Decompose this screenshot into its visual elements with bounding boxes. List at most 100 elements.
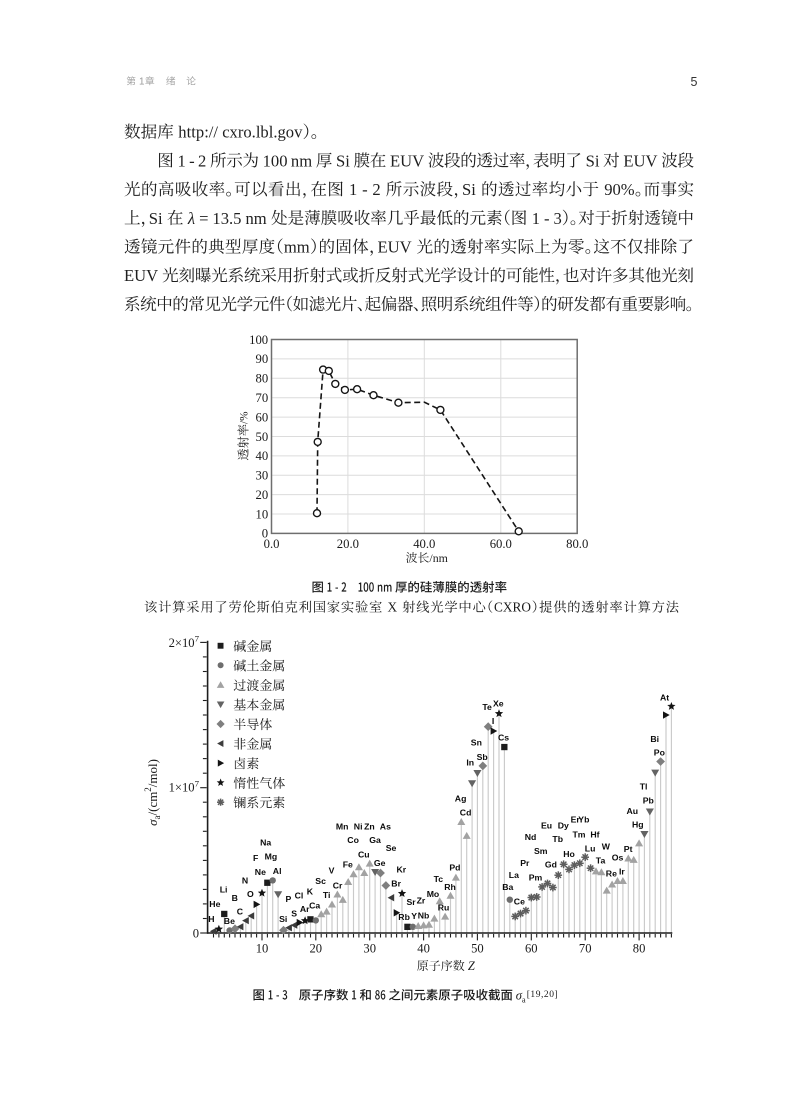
- svg-text:Co: Co: [347, 835, 359, 845]
- svg-text:O: O: [247, 889, 254, 899]
- svg-text:I: I: [492, 716, 494, 726]
- svg-text:Ne: Ne: [255, 867, 266, 877]
- svg-text:H: H: [208, 914, 214, 924]
- svg-text:Tl: Tl: [640, 782, 648, 792]
- svg-text:Ru: Ru: [438, 902, 450, 912]
- svg-text:100: 100: [263, 151, 288, 170]
- svg-text:Cu: Cu: [358, 850, 370, 860]
- svg-text:Po: Po: [654, 748, 665, 758]
- svg-text:Nd: Nd: [525, 832, 537, 842]
- svg-text:7: 7: [195, 778, 200, 788]
- svg-text:a: a: [522, 994, 526, 1004]
- svg-text:Ge: Ge: [374, 858, 386, 868]
- svg-text:Ba: Ba: [502, 882, 513, 892]
- svg-text:nm: nm: [291, 151, 312, 170]
- svg-text:Tm: Tm: [573, 829, 586, 839]
- svg-text:-: -: [544, 209, 550, 228]
- svg-text:Na: Na: [260, 837, 271, 847]
- svg-text:Dy: Dy: [558, 821, 569, 831]
- svg-text:Cs: Cs: [498, 732, 509, 742]
- svg-text://: //: [209, 123, 219, 142]
- svg-text:Ni: Ni: [354, 822, 363, 832]
- svg-text:Gd: Gd: [545, 860, 557, 870]
- svg-text:Pt: Pt: [624, 844, 633, 854]
- svg-text:Er: Er: [571, 815, 581, 825]
- svg-text:Y: Y: [411, 911, 417, 921]
- svg-text:EUV: EUV: [390, 151, 424, 170]
- svg-text:70: 70: [579, 942, 592, 956]
- svg-text:Cd: Cd: [460, 807, 472, 817]
- svg-text:Tc: Tc: [434, 874, 444, 884]
- svg-text:20: 20: [310, 942, 323, 956]
- svg-text:λ: λ: [187, 209, 195, 228]
- svg-text:V: V: [329, 866, 335, 876]
- svg-text:Ti: Ti: [323, 890, 331, 900]
- svg-text:P: P: [286, 894, 292, 904]
- svg-text:/(cm: /(cm: [145, 792, 160, 816]
- svg-text:90: 90: [256, 352, 269, 366]
- svg-text:Si: Si: [149, 209, 163, 228]
- svg-text:σ: σ: [516, 988, 523, 1002]
- svg-text:[19,20]: [19,20]: [527, 990, 559, 1000]
- svg-text:2: 2: [143, 787, 153, 792]
- svg-text:Yb: Yb: [578, 815, 589, 825]
- svg-text:Be: Be: [224, 916, 235, 926]
- svg-text:Nb: Nb: [418, 910, 430, 920]
- svg-text:Cr: Cr: [333, 881, 343, 891]
- svg-text:90%: 90%: [604, 180, 635, 199]
- svg-text:X: X: [388, 600, 398, 615]
- svg-text:At: At: [660, 692, 669, 702]
- svg-text:1: 1: [178, 151, 186, 170]
- svg-text:Xe: Xe: [493, 699, 504, 709]
- svg-text:EUV: EUV: [124, 266, 158, 285]
- svg-text:Si: Si: [336, 151, 350, 170]
- svg-text:Ta: Ta: [596, 855, 606, 865]
- svg-text::: :: [204, 123, 209, 142]
- svg-text:0: 0: [193, 927, 199, 941]
- svg-text:W: W: [602, 841, 611, 851]
- svg-text:Au: Au: [627, 806, 639, 816]
- svg-text:1×10: 1×10: [169, 781, 195, 795]
- svg-text:Sr: Sr: [407, 897, 417, 907]
- svg-text:Kr: Kr: [397, 864, 407, 874]
- svg-text:B: B: [232, 893, 238, 903]
- svg-text:40.0: 40.0: [413, 537, 435, 551]
- svg-text:-: -: [189, 151, 195, 170]
- svg-text:=: =: [199, 209, 208, 228]
- svg-text:Sn: Sn: [471, 737, 482, 747]
- svg-text:Os: Os: [612, 852, 624, 862]
- svg-text:30: 30: [363, 942, 376, 956]
- svg-text:σ: σ: [145, 819, 160, 826]
- svg-text:-: -: [362, 180, 368, 199]
- svg-text:Sm: Sm: [534, 846, 548, 856]
- svg-text:Al: Al: [273, 866, 282, 876]
- svg-text:Si: Si: [586, 151, 600, 170]
- svg-text:20: 20: [256, 488, 269, 502]
- svg-text:Pm: Pm: [529, 873, 543, 883]
- svg-text:In: In: [466, 757, 474, 767]
- svg-text:EUV: EUV: [378, 238, 412, 257]
- svg-text:/mol): /mol): [145, 759, 160, 787]
- svg-text:Se: Se: [386, 843, 397, 853]
- svg-text:Ga: Ga: [369, 835, 381, 845]
- svg-text:30: 30: [256, 469, 269, 483]
- svg-text:5: 5: [691, 75, 698, 89]
- svg-text:Rh: Rh: [444, 882, 456, 892]
- svg-text:Ca: Ca: [309, 901, 320, 911]
- svg-text:60: 60: [525, 942, 538, 956]
- svg-text:/%: /%: [239, 411, 251, 424]
- svg-text:a: a: [152, 816, 162, 820]
- svg-text:La: La: [509, 870, 519, 880]
- svg-text:Zr: Zr: [417, 895, 426, 905]
- svg-text:1: 1: [139, 77, 144, 88]
- svg-text:3: 3: [554, 209, 562, 228]
- svg-text:Zn: Zn: [364, 822, 375, 832]
- svg-text:Te: Te: [482, 702, 492, 712]
- svg-text:Ho: Ho: [563, 849, 575, 859]
- svg-text:50: 50: [471, 942, 484, 956]
- svg-text:CXRO: CXRO: [494, 600, 531, 615]
- svg-text:Si: Si: [279, 914, 287, 924]
- svg-text:80.0: 80.0: [566, 537, 588, 551]
- svg-text:K: K: [307, 887, 314, 897]
- svg-text:cxro.lbl.gov: cxro.lbl.gov: [222, 123, 303, 142]
